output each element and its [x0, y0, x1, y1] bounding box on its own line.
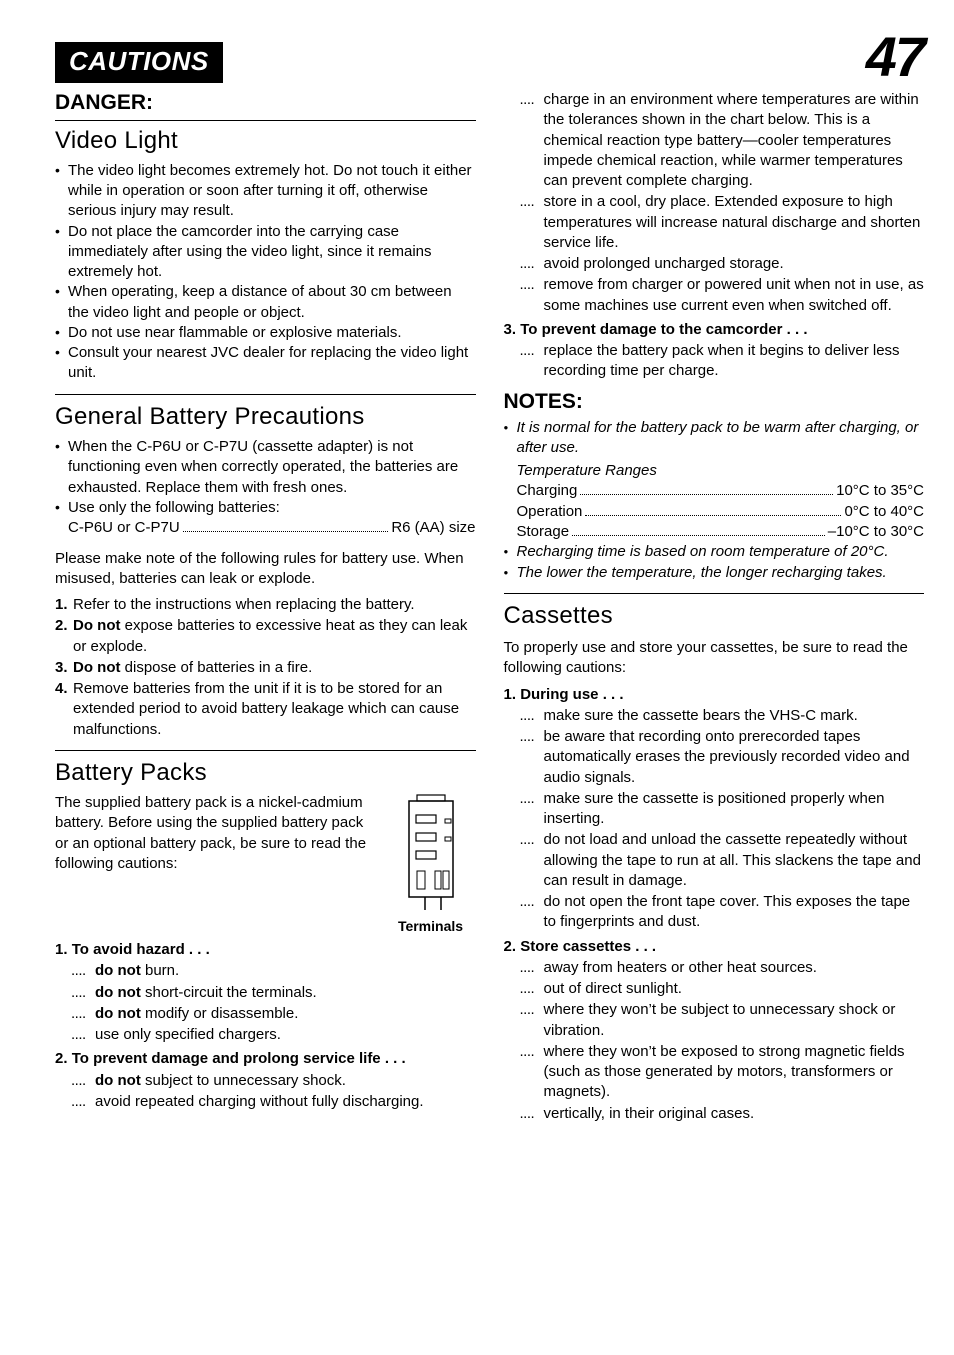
list-item: do not open the front tape cover. This e…: [520, 892, 925, 933]
video-light-title: Video Light: [55, 125, 476, 157]
list-item: do not subject to unnecessary shock.: [71, 1071, 476, 1091]
rule: [55, 394, 476, 395]
list-item: avoid repeated charging without fully di…: [71, 1092, 476, 1112]
notes-heading: NOTES:: [504, 388, 925, 416]
rules-intro: Please make note of the following rules …: [55, 549, 476, 590]
left-column: DANGER: Video Light The video light beco…: [55, 89, 476, 1125]
cassettes-title: Cassettes: [504, 600, 925, 632]
battery-spec-line: C-P6U or C-P7U R6 (AA) size: [68, 518, 476, 539]
list-item: be aware that recording onto prerecorded…: [520, 727, 925, 788]
list-item: 3.Do not dispose of batteries in a fire.: [55, 658, 476, 678]
cassettes-intro: To properly use and store your cassettes…: [504, 638, 925, 679]
danger-heading: DANGER:: [55, 89, 476, 117]
list-item-text: Use only the following batteries:: [68, 499, 280, 516]
list-item: replace the battery pack when it begins …: [520, 341, 925, 382]
list-item: The lower the temperature, the longer re…: [504, 563, 925, 583]
list-item: do not load and unload the cassette repe…: [520, 830, 925, 891]
rules-list: 1.Refer to the instructions when replaci…: [55, 595, 476, 740]
list-item: Use only the following batteries: C-P6U …: [55, 498, 476, 539]
gbp-title: General Battery Precautions: [55, 401, 476, 433]
battery-packs-intro: The supplied battery pack is a nickel-ca…: [55, 793, 374, 874]
list-item: do not short-circuit the terminals.: [71, 983, 476, 1003]
list-item: Do not place the camcorder into the carr…: [55, 222, 476, 283]
cautions-badge: CAUTIONS: [55, 42, 223, 83]
camcorder-list: 3. To prevent damage to the camcorder . …: [504, 320, 925, 382]
list-item: When operating, keep a distance of about…: [55, 282, 476, 323]
battery-right: R6 (AA) size: [391, 518, 475, 538]
list-item: away from heaters or other heat sources.: [520, 958, 925, 978]
list-item: 1. To avoid hazard . . . do not burn. do…: [55, 940, 476, 1045]
page-header: CAUTIONS 47: [55, 30, 924, 83]
list-item: 2.Do not expose batteries to excessive h…: [55, 616, 476, 657]
cassettes-list: 1. During use . . . make sure the casset…: [504, 685, 925, 1124]
range-operation: Operation0°C to 40°C: [517, 501, 925, 522]
list-item: It is normal for the battery pack to be …: [504, 418, 925, 542]
list-item: 2. Store cassettes . . . away from heate…: [504, 937, 925, 1124]
list-item: remove from charger or powered unit when…: [520, 275, 925, 316]
list-item: Do not use near flammable or explosive m…: [55, 323, 476, 343]
list-item: 3. To prevent damage to the camcorder . …: [504, 320, 925, 382]
list-item: When the C-P6U or C-P7U (cassette adapte…: [55, 437, 476, 498]
rule: [55, 750, 476, 751]
list-item: store in a cool, dry place. Extended exp…: [520, 192, 925, 253]
battery-figure: Terminals: [386, 793, 476, 936]
page-number: 47: [866, 30, 924, 83]
temp-ranges-label: Temperature Ranges: [517, 461, 925, 481]
list-item: make sure the cassette bears the VHS-C m…: [520, 706, 925, 726]
list-item: use only specified chargers.: [71, 1025, 476, 1045]
list-item: out of direct sunlight.: [520, 979, 925, 999]
pack-continuation: charge in an environment where temperatu…: [504, 90, 925, 316]
notes-list: It is normal for the battery pack to be …: [504, 418, 925, 583]
list-item: where they won’t be exposed to strong ma…: [520, 1042, 925, 1103]
list-item: 1.Refer to the instructions when replaci…: [55, 595, 476, 615]
terminals-label: Terminals: [398, 917, 463, 936]
list-item: vertically, in their original cases.: [520, 1104, 925, 1124]
list-item: 4.Remove batteries from the unit if it i…: [55, 679, 476, 740]
right-column: charge in an environment where temperatu…: [504, 89, 925, 1125]
rule: [504, 593, 925, 594]
list-item: Recharging time is based on room tempera…: [504, 542, 925, 562]
battery-packs-title: Battery Packs: [55, 757, 476, 789]
battery-pack-icon: [395, 793, 467, 913]
list-item: Consult your nearest JVC dealer for repl…: [55, 343, 476, 384]
list-item: charge in an environment where temperatu…: [520, 90, 925, 191]
range-storage: Storage–10°C to 30°C: [517, 522, 925, 543]
list-item: do not modify or disassemble.: [71, 1004, 476, 1024]
list-item: 2. To prevent damage and prolong service…: [55, 1049, 476, 1112]
packs-list: 1. To avoid hazard . . . do not burn. do…: [55, 940, 476, 1112]
list-item: The video light becomes extremely hot. D…: [55, 161, 476, 222]
list-item: avoid prolonged uncharged storage.: [520, 254, 925, 274]
list-item: do not burn.: [71, 961, 476, 981]
video-light-list: The video light becomes extremely hot. D…: [55, 161, 476, 384]
gbp-list: When the C-P6U or C-P7U (cassette adapte…: [55, 437, 476, 539]
battery-left: C-P6U or C-P7U: [68, 518, 180, 538]
range-charging: Charging10°C to 35°C: [517, 481, 925, 502]
dot-leader: [183, 518, 389, 532]
list-item: where they won’t be subject to unnecessa…: [520, 1000, 925, 1041]
list-item: 1. During use . . . make sure the casset…: [504, 685, 925, 933]
rule: [55, 120, 476, 121]
list-item: make sure the cassette is positioned pro…: [520, 789, 925, 830]
